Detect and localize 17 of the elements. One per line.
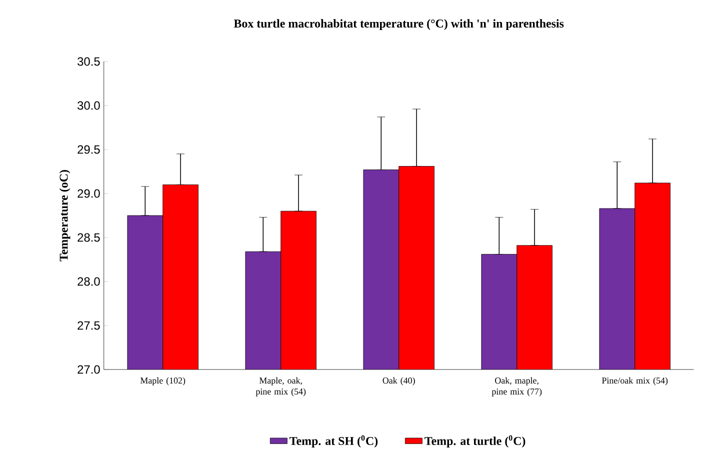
legend-label: Temp. at SH ($^{0}$C) bbox=[290, 435, 378, 448]
x-tick-label: Maple (102) bbox=[140, 377, 186, 386]
y-tick-label: 29.0 bbox=[78, 189, 100, 198]
y-tick-label: 27.0 bbox=[78, 365, 100, 374]
x-tick-label: Pine/oak mix (54) bbox=[602, 377, 668, 386]
y-tick-label: 29.5 bbox=[78, 145, 100, 154]
y-axis-title: Temperature (oC) bbox=[59, 170, 70, 262]
x-tick-label: Oak, maple, pine mix (77) bbox=[492, 377, 542, 396]
y-tick-label: 30.5 bbox=[78, 57, 100, 66]
legend-label: Temp. at turtle ($^{0}$C) bbox=[424, 435, 526, 448]
y-tick-label: 30.0 bbox=[78, 101, 100, 110]
x-tick-label: Maple, oak, pine mix (54) bbox=[256, 377, 306, 396]
y-tick-label: 28.0 bbox=[78, 277, 100, 286]
y-tick-label: 28.5 bbox=[78, 233, 100, 242]
chart-title: Box turtle macrohabitat temperature (°C) with 'n' in parenthesis bbox=[234, 19, 564, 30]
x-tick-label: Oak (40) bbox=[382, 377, 415, 386]
y-tick-label: 27.5 bbox=[78, 321, 100, 330]
